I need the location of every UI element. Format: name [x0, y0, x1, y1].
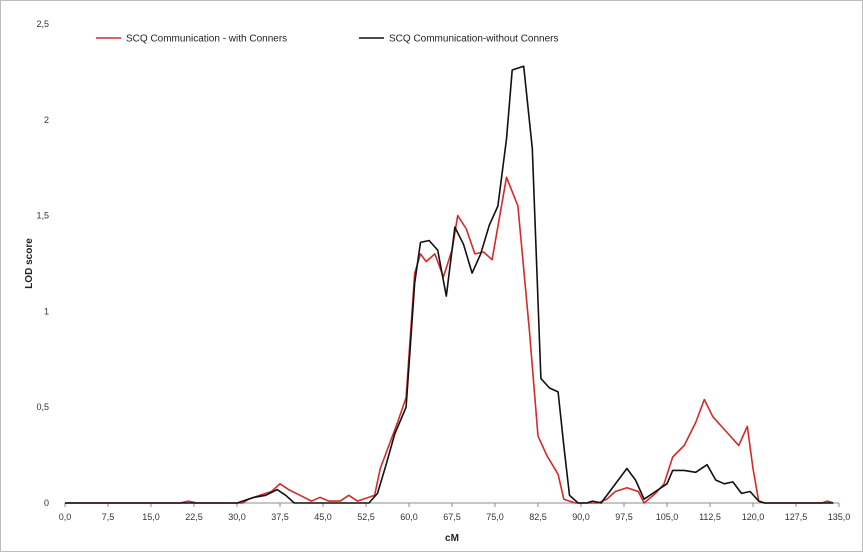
x-tick-label: 52,5 — [357, 512, 375, 522]
y-tick-label: 1 — [44, 306, 49, 316]
x-tick-label: 90,0 — [572, 512, 590, 522]
series-line-without-conners — [65, 65, 834, 504]
x-tick-label: 135,0 — [828, 512, 851, 522]
x-tick-label: 0,0 — [59, 512, 72, 522]
x-tick-label: 75,0 — [486, 512, 504, 522]
x-tick-label: 60,0 — [400, 512, 418, 522]
y-tick-label: 0,5 — [36, 402, 49, 412]
y-tick-label: 1,5 — [36, 211, 49, 221]
x-tick-label: 7,5 — [102, 512, 115, 522]
x-tick-label: 37,5 — [271, 512, 289, 522]
series-line-with-conners — [65, 176, 834, 504]
x-tick-label: 82,5 — [529, 512, 547, 522]
legend-label-with-conners: SCQ Communication - with Conners — [126, 34, 287, 45]
x-tick-label: 97,5 — [615, 512, 633, 522]
y-tick-label: 2 — [44, 115, 49, 125]
x-tick-label: 45,0 — [314, 512, 332, 522]
x-tick-label: 112,5 — [699, 512, 721, 522]
y-axis-title: LOD score — [24, 238, 35, 289]
x-tick-label: 120,0 — [742, 512, 765, 522]
y-tick-label: 2,5 — [36, 19, 49, 29]
x-tick-label: 22,5 — [185, 512, 203, 522]
tick-labels: 0,0 7,5 15,0 22,5 30,0 37,5 45,0 52,5 60,0 67,5 75… — [36, 19, 850, 522]
x-tick-label: 67,5 — [443, 512, 461, 522]
y-tick-label: 0 — [44, 498, 49, 508]
x-tick-label: 105,0 — [656, 512, 679, 522]
x-axis-title: cM — [445, 533, 459, 544]
x-tick-label: 30,0 — [228, 512, 246, 522]
series-lines — [65, 65, 834, 504]
x-tick-label: 127,5 — [785, 512, 808, 522]
x-tick-label: 15,0 — [142, 512, 160, 522]
legend-label-without-conners: SCQ Communication-without Conners — [389, 34, 559, 45]
legend: SCQ Communication - with Conners SCQ Com… — [96, 34, 559, 45]
